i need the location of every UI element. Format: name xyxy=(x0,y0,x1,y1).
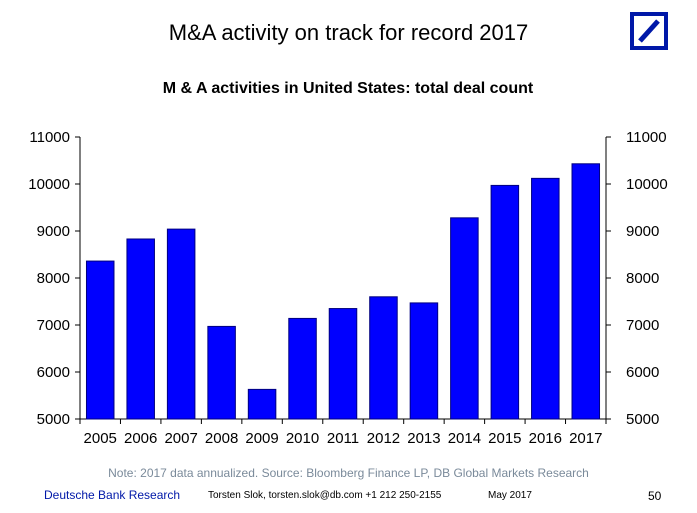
x-tick-label-2009: 2009 xyxy=(245,430,278,447)
chart-title: M & A activities in United States: total… xyxy=(163,80,534,97)
bar-2008 xyxy=(207,325,236,420)
y-tick-label-left: 6000 xyxy=(37,364,70,381)
bar-2017 xyxy=(571,163,601,420)
bar-2009 xyxy=(247,388,277,420)
y-tick-label-left: 11000 xyxy=(29,129,70,146)
footer-contact: Torsten Slok, torsten.slok@db.com +1 212… xyxy=(208,490,442,501)
y-tick-label-right: 6000 xyxy=(626,364,659,381)
page-number: 50 xyxy=(648,489,662,503)
x-tick-label-2010: 2010 xyxy=(286,430,319,447)
logo-slash-icon xyxy=(638,19,660,43)
y-tick-label-right: 8000 xyxy=(626,270,659,287)
bar-2012 xyxy=(369,296,398,420)
y-tick-label-right: 11000 xyxy=(626,129,667,146)
footer-date: May 2017 xyxy=(488,490,532,501)
y-tick-label-left: 9000 xyxy=(37,223,70,240)
x-tick-label-2007: 2007 xyxy=(164,430,197,447)
y-tick-label-right: 5000 xyxy=(626,411,659,428)
y-tick-label-left: 5000 xyxy=(37,411,70,428)
x-tick-label-2013: 2013 xyxy=(407,430,440,447)
y-tick-label-right: 10000 xyxy=(626,176,668,193)
x-tick-label-2015: 2015 xyxy=(488,430,521,447)
bar-2016 xyxy=(531,177,560,420)
bar-2015 xyxy=(490,184,520,420)
plot-area: 5000 5000 6000 6000 7000 7000 8000 8000 9000 9000… xyxy=(28,129,667,447)
x-tick-label-2005: 2005 xyxy=(84,430,117,447)
x-tick-label-2017: 2017 xyxy=(569,430,602,447)
x-tick-label-2016: 2016 xyxy=(529,430,562,447)
bar-chart: M & A activities in United States: total… xyxy=(28,80,667,447)
bar-2010 xyxy=(288,317,317,420)
slide-title: M&A activity on track for record 2017 xyxy=(168,20,529,45)
bar-2005 xyxy=(85,260,115,420)
y-tick-label-right: 9000 xyxy=(626,223,659,240)
y-tick-label-right: 7000 xyxy=(626,317,659,334)
bar-2013 xyxy=(409,302,439,420)
bar-2007 xyxy=(166,228,196,420)
bar-2014 xyxy=(450,217,479,420)
y-tick-label-left: 8000 xyxy=(37,270,70,287)
deutsche-bank-logo-icon xyxy=(630,12,668,50)
source-note: Note: 2017 data annualized. Source: Bloo… xyxy=(108,466,589,480)
footer-brand: Deutsche Bank Research xyxy=(44,488,181,502)
x-tick-label-2014: 2014 xyxy=(448,430,481,447)
x-tick-label-2011: 2011 xyxy=(327,430,359,447)
bar-2011 xyxy=(328,308,358,420)
footer: Deutsche Bank Research Torsten Slok, tor… xyxy=(0,484,697,513)
x-tick-label-2012: 2012 xyxy=(367,430,400,447)
y-tick-label-left: 10000 xyxy=(28,176,70,193)
x-tick-label-2006: 2006 xyxy=(124,430,157,447)
y-tick-label-left: 7000 xyxy=(37,317,70,334)
bar-2006 xyxy=(126,238,155,420)
x-tick-label-2008: 2008 xyxy=(205,430,238,447)
